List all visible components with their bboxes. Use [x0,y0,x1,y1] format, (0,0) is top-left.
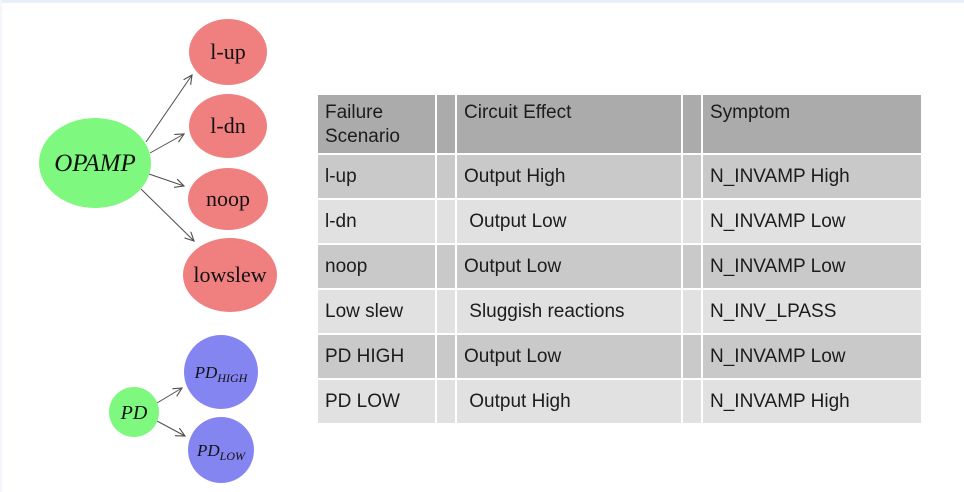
failure-node-noop: noop [188,168,268,230]
cell-spacer [683,245,701,288]
noop-ellipse [188,168,268,230]
failure-table: Failure Scenario Circuit Effect Symptom … [318,95,921,423]
cell-spacer [437,245,455,288]
pd-circle [109,387,159,437]
edge-opamp-noop [148,173,184,186]
pd-low-label: PDLOW [196,441,246,463]
cell-scenario: PD LOW [318,380,435,423]
pd-high-main: PD [194,363,218,382]
lowslew-ellipse [183,238,277,312]
pd-low-node: PDLOW [188,417,254,483]
cell-scenario: noop [318,245,435,288]
cell-effect: Sluggish reactions [457,290,681,333]
l-up-label: l-up [210,39,245,64]
opamp-label: OPAMP [54,150,135,177]
cell-spacer [683,155,701,198]
l-dn-ellipse [189,94,267,158]
pd-low-sub: LOW [219,449,246,463]
cell-spacer [437,155,455,198]
cell-scenario: PD HIGH [318,335,435,378]
header-failure-scenario: Failure Scenario [318,95,435,153]
opamp-node: OPAMP [39,118,151,208]
pd-low-circle [188,417,254,483]
cell-effect: Output High [457,380,681,423]
cell-effect: Output Low [457,335,681,378]
opamp-ellipse [39,118,151,208]
cell-symptom: N_INVAMP High [703,155,921,198]
l-dn-label: l-dn [210,113,245,138]
cell-spacer [437,200,455,243]
edge-pd-low [156,420,185,436]
failure-node-l-dn: l-dn [189,94,267,158]
cell-effect: Output Low [457,245,681,288]
fault-tree-diagram: OPAMP l-up l-dn noop lowslew PD PDHIGH P… [39,19,277,483]
pd-high-node: PDHIGH [184,335,258,409]
cell-symptom: N_INVAMP Low [703,245,921,288]
cell-effect: Output Low [457,200,681,243]
cell-scenario: Low slew [318,290,435,333]
slide-left-edge [0,0,2,492]
cell-spacer [683,290,701,333]
failure-node-l-up: l-up [189,19,267,85]
pd-low-main: PD [196,441,220,460]
opamp-edges [140,75,194,241]
pd-high-label: PDHIGH [194,363,249,385]
cell-spacer [437,290,455,333]
failure-node-lowslew: lowslew [183,238,277,312]
l-up-ellipse [189,19,267,85]
cell-symptom: N_INVAMP High [703,380,921,423]
edge-opamp-lowslew [140,188,194,241]
pd-edges [156,388,185,436]
lowslew-label: lowslew [193,262,266,287]
edge-opamp-l-up [145,75,192,143]
cell-symptom: N_INVAMP Low [703,335,921,378]
edge-opamp-l-dn [149,134,184,154]
pd-high-sub: HIGH [216,371,248,385]
cell-spacer [437,335,455,378]
cell-spacer [683,200,701,243]
header-spacer-2 [683,95,701,153]
cell-symptom: N_INVAMP Low [703,200,921,243]
pd-label: PD [120,402,148,424]
cell-spacer [683,380,701,423]
cell-spacer [683,335,701,378]
header-symptom: Symptom [703,95,921,153]
pd-node: PD [109,387,159,437]
slide-top-edge [0,0,964,3]
noop-label: noop [206,186,250,211]
cell-spacer [437,380,455,423]
cell-scenario: l-dn [318,200,435,243]
pd-high-circle [184,335,258,409]
header-circuit-effect: Circuit Effect [457,95,681,153]
edge-pd-high [156,388,182,404]
cell-symptom: N_INV_LPASS [703,290,921,333]
cell-effect: Output High [457,155,681,198]
header-spacer-1 [437,95,455,153]
cell-scenario: l-up [318,155,435,198]
